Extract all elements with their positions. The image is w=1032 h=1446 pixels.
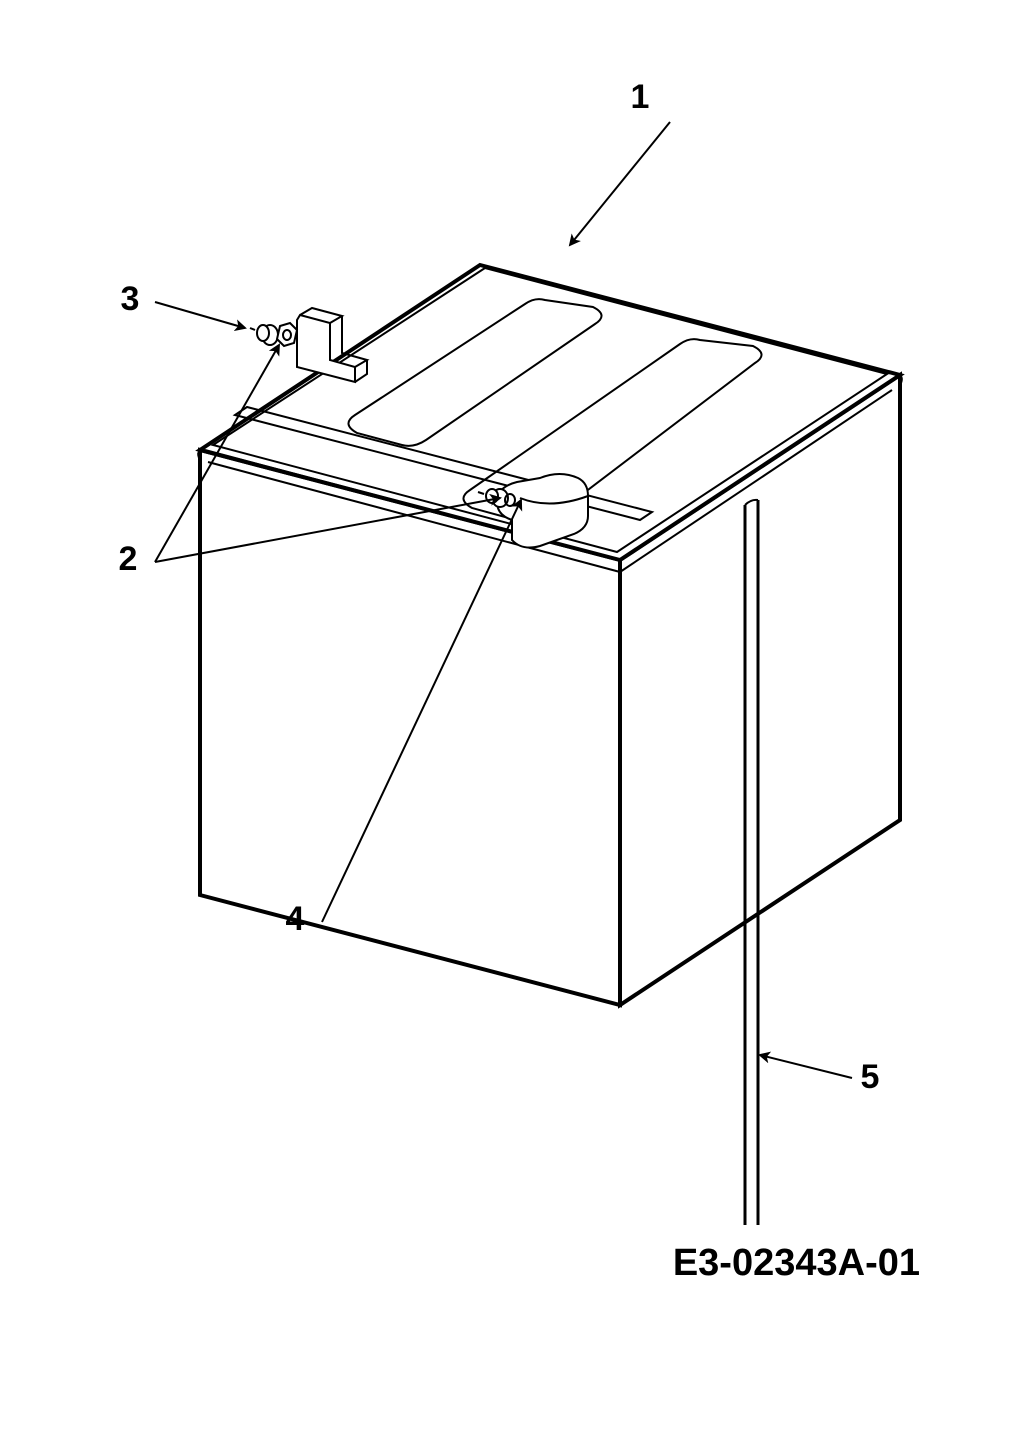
diagram-svg: 1 3 2 4 5 E3-02343A-01 xyxy=(0,0,1032,1446)
battery-body xyxy=(198,265,902,1225)
terminal-bolt-left xyxy=(250,323,297,346)
callout-label-5: 5 xyxy=(861,1058,880,1096)
callout-label-3: 3 xyxy=(121,280,140,318)
terminal-left xyxy=(250,308,367,382)
callout-label-2: 2 xyxy=(119,540,138,578)
part-number-label: E3-02343A-01 xyxy=(673,1242,920,1284)
callout-label-1: 1 xyxy=(631,78,650,116)
callout-label-4: 4 xyxy=(286,900,305,938)
